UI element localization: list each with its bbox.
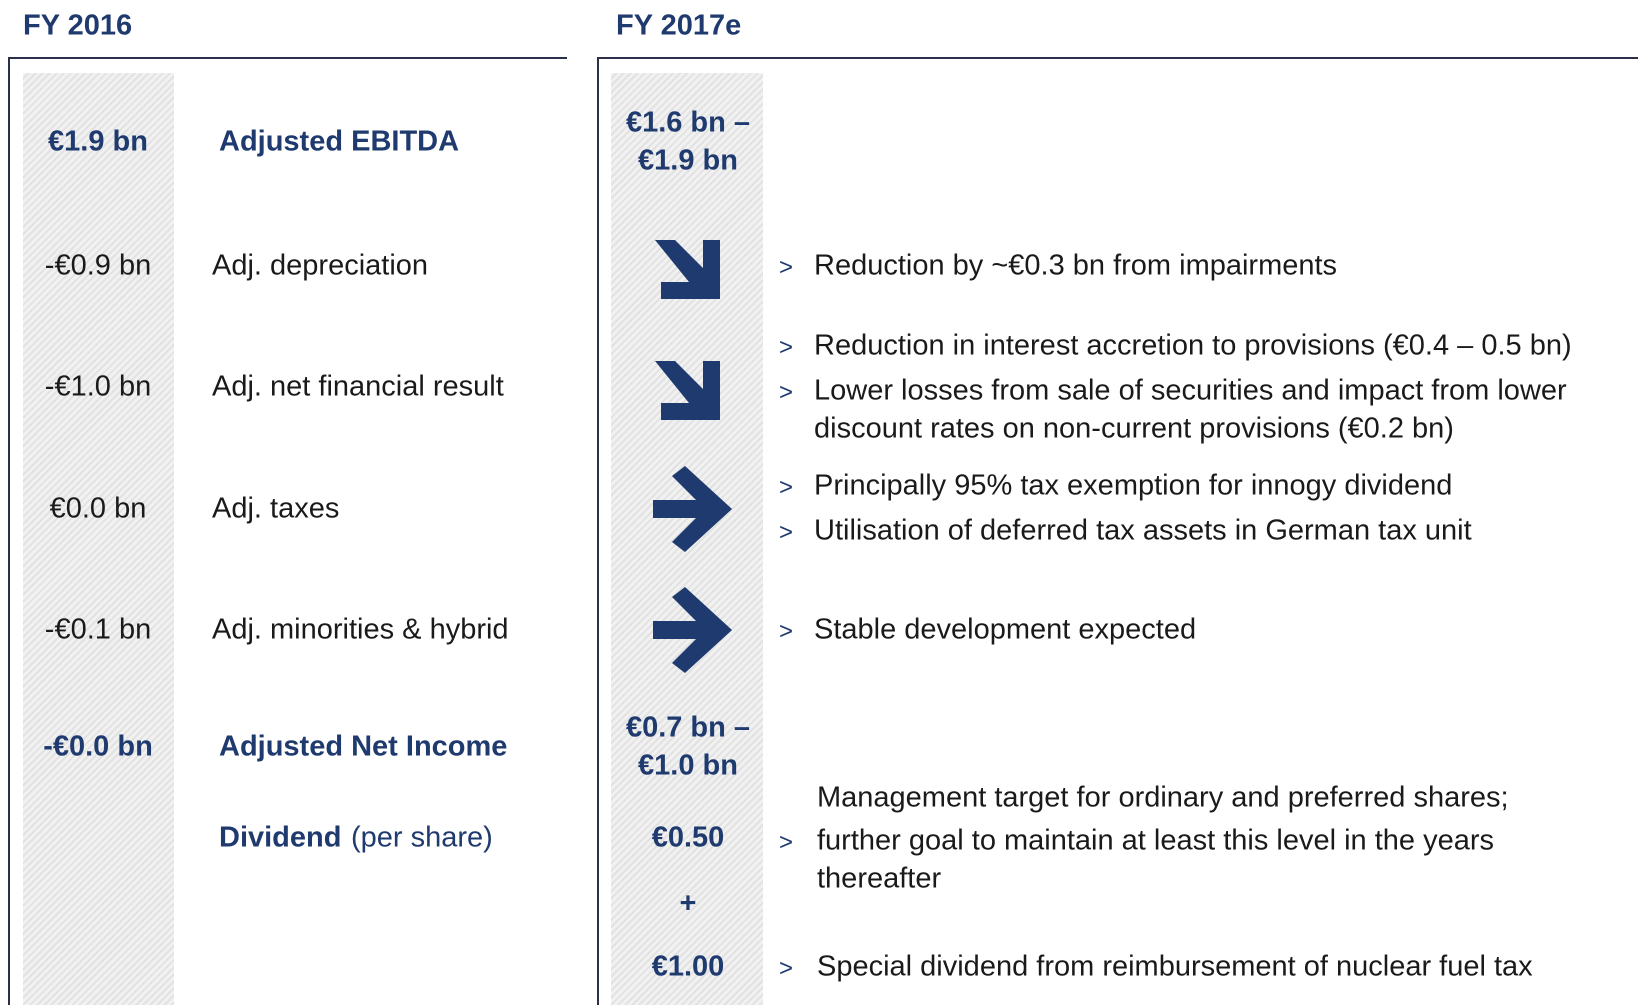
bullet-marker: > [779, 618, 794, 645]
bullet-text: Reduction by ~€0.3 bn from impairments [814, 249, 1338, 282]
bullet-text: Stable development expected [814, 613, 1197, 646]
bullet-text: Special dividend from reimbursement of n… [817, 950, 1533, 983]
bullet-marker: > [779, 474, 794, 501]
bullet-marker: > [779, 955, 794, 982]
dividend-plus: + [679, 887, 697, 920]
bullet-text: Lower losses from sale of securities and… [814, 374, 1567, 407]
bullet-marker: > [779, 334, 794, 361]
fy2016-label: Adj. minorities & hybrid [212, 613, 509, 646]
panel-title: FY 2017e [616, 9, 742, 42]
bullet-text: Principally 95% tax exemption for innogy… [814, 469, 1453, 502]
dividend-label: Dividend [219, 821, 342, 854]
fy2017-value: €1.6 bn – [625, 106, 751, 139]
fy2016-value: -€0.9 bn [44, 249, 152, 282]
dividend-value: €0.50 [651, 821, 725, 854]
divider [597, 57, 1638, 59]
bullet-marker: > [779, 829, 794, 856]
fy2016-value: -€0.0 bn [43, 730, 153, 763]
divider [8, 57, 567, 59]
bullet-text: Utilisation of deferred tax assets in Ge… [814, 514, 1472, 547]
dividend-note: (per share) [351, 821, 493, 854]
fy2017-value: €1.0 bn [638, 749, 738, 782]
fy2016-value: -€0.1 bn [44, 613, 152, 646]
bullet-text: Management target for ordinary and prefe… [817, 781, 1509, 814]
fy2016-label: Adj. taxes [212, 492, 340, 525]
arrow-down-right [655, 361, 720, 420]
fy2016-label: Adj. net financial result [212, 370, 504, 403]
bullet-text: Reduction in interest accretion to provi… [814, 329, 1572, 362]
panel-title: FY 2016 [23, 9, 133, 42]
divider [597, 57, 599, 1005]
arrow-right [653, 587, 732, 673]
fy2017-value: €0.7 bn – [625, 711, 751, 744]
fy2016-label: Adjusted EBITDA [219, 125, 460, 158]
arrow-down-right [655, 240, 720, 299]
bullet-marker: > [779, 379, 794, 406]
bullet-text: discount rates on non-current provisions… [814, 412, 1454, 445]
fy2016-value: €1.9 bn [48, 125, 148, 158]
fy2016-value: -€1.0 bn [44, 370, 152, 403]
hatch-column [23, 73, 174, 1005]
fy2016-label: Adjusted Net Income [219, 730, 508, 763]
bullet-text: further goal to maintain at least this l… [817, 824, 1495, 857]
arrow-right [653, 466, 732, 552]
divider [8, 57, 10, 1005]
fy2016-label: Adj. depreciation [212, 249, 429, 282]
fy2017-value: €1.9 bn [638, 144, 738, 177]
fy2016-value: €0.0 bn [49, 492, 147, 525]
dividend-value: €1.00 [651, 950, 725, 983]
bullet-marker: > [779, 519, 794, 546]
bullet-marker: > [779, 254, 794, 281]
bullet-text: thereafter [817, 862, 942, 895]
